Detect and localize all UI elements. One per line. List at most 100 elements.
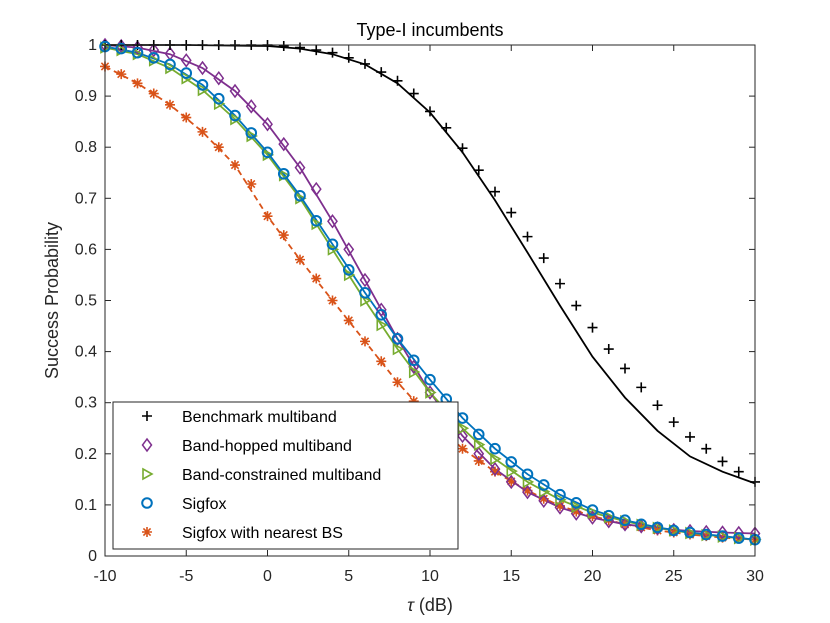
data-point-sigfox <box>602 509 615 522</box>
data-point-band-constrained-multiband <box>197 83 210 97</box>
legend-item: Band-constrained multiband <box>142 467 381 484</box>
x-tick-label: 15 <box>502 568 520 585</box>
legend-label: Sigfox with nearest BS <box>182 525 343 542</box>
data-point-sigfox <box>586 504 599 516</box>
data-point-band-hopped-multiband <box>457 428 468 444</box>
y-tick-labels: 0 0.1 0.2 0.3 0.4 0.5 0.6 0.7 0.8 0.9 1 <box>75 37 97 565</box>
data-point-sigfox <box>294 189 306 202</box>
chart-title: Type-I incumbents <box>356 20 503 40</box>
y-tick-label: 0.6 <box>75 241 97 258</box>
data-point-band-hopped-multiband <box>245 99 257 114</box>
data-point-benchmark-multiband <box>652 400 663 411</box>
x-axis-label-unit: (dB) <box>414 595 453 615</box>
data-point-band-hopped-multiband <box>392 331 403 347</box>
data-point-benchmark-multiband <box>473 165 484 176</box>
data-point-sigfox-with-nearest-bs <box>538 493 549 504</box>
data-point-sigfox-with-nearest-bs <box>327 295 338 306</box>
y-tick-label: 0.2 <box>75 446 97 463</box>
y-axis-label: Success Probability <box>42 222 62 379</box>
data-point-band-hopped-multiband <box>375 302 387 317</box>
data-point-sigfox <box>212 92 225 105</box>
series-layer <box>99 37 762 547</box>
data-point-sigfox <box>115 42 128 55</box>
data-point-sigfox-with-nearest-bs <box>181 112 192 123</box>
data-point-band-hopped-multiband <box>294 160 306 175</box>
data-point-sigfox <box>310 214 323 227</box>
data-point-benchmark-multiband <box>376 67 387 78</box>
data-point-band-constrained-multiband <box>343 268 356 282</box>
data-point-sigfox-with-nearest-bs <box>148 88 159 99</box>
data-point-benchmark-multiband <box>603 344 614 355</box>
data-point-benchmark-multiband <box>522 231 533 242</box>
data-point-benchmark-multiband <box>636 382 647 393</box>
data-point-benchmark-multiband <box>571 300 582 311</box>
legend: Benchmark multiband Band-hopped multiband… <box>112 401 459 550</box>
data-point-band-constrained-multiband <box>376 318 388 332</box>
data-point-sigfox <box>342 264 355 276</box>
x-tick-labels: -10 -5 0 5 10 15 20 25 30 <box>93 568 764 585</box>
data-point-band-constrained-multiband <box>327 243 340 256</box>
data-point-band-constrained-multiband <box>408 365 421 379</box>
data-point-sigfox-with-nearest-bs <box>230 160 240 171</box>
data-point-sigfox-with-nearest-bs <box>165 99 175 110</box>
x-tick-label: 0 <box>263 568 272 585</box>
data-point-sigfox-with-nearest-bs <box>408 396 419 407</box>
data-point-band-hopped-multiband <box>538 493 550 509</box>
data-point-sigfox <box>359 287 371 299</box>
legend-label: Sigfox <box>182 496 226 513</box>
legend-box <box>112 401 459 550</box>
data-point-benchmark-multiband <box>701 443 712 454</box>
data-point-band-hopped-multiband <box>180 53 192 68</box>
y-tick-label: 0.7 <box>75 190 97 207</box>
data-point-sigfox <box>472 428 485 441</box>
data-point-benchmark-multiband <box>278 41 289 52</box>
data-point-sigfox <box>261 146 274 159</box>
data-point-sigfox <box>196 79 209 91</box>
x-tick-label: 30 <box>746 568 764 585</box>
data-point-benchmark-multiband <box>360 58 370 69</box>
data-point-sigfox <box>505 456 518 468</box>
legend-marker <box>141 497 153 509</box>
data-point-band-hopped-multiband <box>522 484 533 500</box>
data-point-sigfox-with-nearest-bs <box>197 126 208 137</box>
legend-marker <box>141 437 153 453</box>
data-point-sigfox-with-nearest-bs <box>132 78 143 89</box>
legend-label: Benchmark multiband <box>182 409 337 426</box>
data-point-benchmark-multiband <box>587 322 598 333</box>
legend-item: Benchmark multiband <box>142 409 337 426</box>
data-point-sigfox <box>570 497 583 509</box>
y-tick-label: 1 <box>88 37 97 54</box>
x-axis-label: τ (dB) <box>407 595 453 615</box>
data-point-benchmark-multiband <box>392 75 403 86</box>
data-point-sigfox <box>407 354 420 367</box>
data-point-sigfox <box>489 442 501 455</box>
data-point-sigfox-with-nearest-bs <box>490 466 500 477</box>
data-point-sigfox-with-nearest-bs <box>116 69 127 80</box>
legend-marker <box>142 467 154 481</box>
data-point-benchmark-multiband <box>685 431 695 442</box>
legend-marker <box>142 527 152 537</box>
y-tick-label: 0.3 <box>75 395 97 412</box>
data-point-sigfox-with-nearest-bs <box>571 506 582 517</box>
y-tick-label: 0.4 <box>75 344 97 361</box>
y-tick-label: 0.5 <box>75 293 97 310</box>
y-tick-label: 0.8 <box>75 139 97 156</box>
x-tick-label: 10 <box>421 568 439 585</box>
x-tick-label: 20 <box>584 568 602 585</box>
data-point-benchmark-multiband <box>490 186 500 197</box>
legend-marker <box>142 411 152 421</box>
data-point-band-hopped-multiband <box>213 70 225 86</box>
legend-item: Sigfox <box>141 496 226 513</box>
data-point-benchmark-multiband <box>620 363 630 374</box>
x-tick-label: 5 <box>344 568 353 585</box>
data-point-band-constrained-multiband <box>392 342 405 356</box>
data-point-sigfox <box>277 167 290 180</box>
data-point-band-constrained-multiband <box>213 97 226 111</box>
data-point-sigfox-with-nearest-bs <box>343 315 354 326</box>
series-benchmark-multiband <box>105 44 756 485</box>
data-point-sigfox-with-nearest-bs <box>262 211 273 222</box>
data-point-band-hopped-multiband <box>148 42 160 58</box>
data-point-band-constrained-multiband <box>490 452 502 466</box>
data-point-sigfox-with-nearest-bs <box>376 356 387 367</box>
